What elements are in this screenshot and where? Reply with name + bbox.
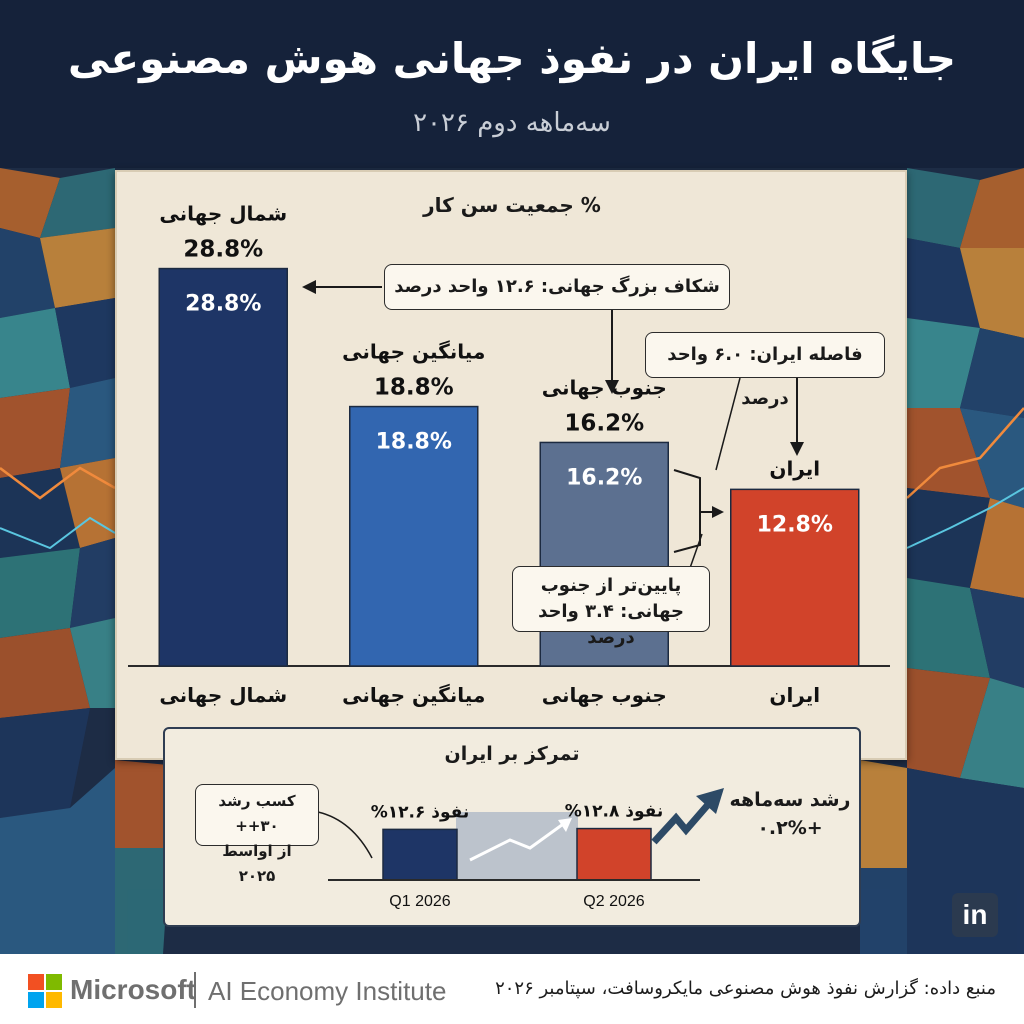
bar-top-name-global-south: جنوب جهانی — [542, 375, 667, 399]
bar-top-value-global-south: 16.2% — [564, 410, 644, 436]
iran-gap-arrowhead — [790, 442, 804, 456]
quarterly-growth-label: رشد سه‌ماهه — [729, 789, 851, 811]
south-gap-pointer — [689, 533, 703, 569]
header-banner — [0, 0, 1024, 168]
focus-value-label-2: نفوذ ۱۲.۸% — [565, 802, 664, 822]
x-tick-label-global-north: شمال جهانی — [159, 683, 287, 707]
bar-iran — [730, 488, 860, 667]
focus-x-label-2: Q2 2026 — [583, 893, 644, 910]
bar-top-name-global-average: میانگین جهانی — [342, 340, 485, 364]
bar-value-label-iran: 12.8% — [757, 512, 833, 537]
page-subtitle: سه‌ماهه دوم ۲۰۲۶ — [413, 108, 611, 138]
focus-trend-head — [558, 818, 572, 832]
growth-note-line2: از اواسط ۲۰۲۵ — [222, 842, 292, 885]
below-south-callout: پایین‌تر از جنوب جهانی: ۳.۴ واحد درصد — [512, 566, 710, 648]
microsoft-logo-icon — [28, 974, 62, 1008]
focus-trend-line — [469, 820, 567, 862]
chart-title: % جمعیت سن کار — [422, 193, 601, 217]
bar-global-north — [158, 267, 288, 667]
growth-arrow — [651, 797, 715, 845]
gap-arrowhead-right — [605, 380, 619, 394]
growth-note-callout: کسب رشد ۳۰++ از اواسط ۲۰۲۵ — [195, 784, 319, 885]
growth-arrowhead — [696, 788, 724, 814]
footer-divider — [194, 972, 196, 1008]
page-title: جایگاه ایران در نفوذ جهانی هوش مصنوعی — [67, 34, 957, 83]
linkedin-icon[interactable]: in — [952, 893, 998, 937]
bar-value-label-global-north: 28.8% — [185, 292, 261, 317]
x-tick-label-global-south: جنوب جهانی — [542, 683, 667, 707]
bar-top-name-global-north: شمال جهانی — [159, 202, 287, 226]
global-gap-callout: شکاف بزرگ جهانی: ۱۲.۶ واحد درصد — [384, 264, 730, 310]
institute-name: AI Economy Institute — [208, 976, 447, 1006]
iran-gap-pointer — [715, 377, 741, 471]
focus-title: تمرکز بر ایران — [445, 743, 580, 765]
x-tick-label-iran: ایران — [769, 683, 820, 707]
focus-bar-1 — [382, 828, 458, 881]
microsoft-wordmark: Microsoft — [70, 974, 196, 1005]
bars-layer: 28.8% 28.8% شمال جهانی شمال جهانی 18.8% 18.8%… — [158, 202, 860, 707]
footer-bar — [0, 954, 1024, 1024]
bar-top-name-iran: ایران — [769, 456, 820, 480]
south-gap-arrowhead — [712, 506, 724, 518]
data-source: منبع داده: گزارش نفوذ هوش مصنوعی مایکروس… — [495, 978, 996, 999]
bar-value-label-global-south: 16.2% — [566, 465, 642, 490]
growth-note-pointer — [317, 811, 373, 859]
bar-top-value-global-north: 28.8% — [183, 237, 263, 263]
focus-bar-2 — [576, 827, 652, 881]
bar-global-average — [349, 405, 479, 667]
focus-trend-band — [456, 812, 578, 880]
quarterly-growth-value: +۰.۲% — [757, 817, 823, 839]
x-tick-label-global-average: میانگین جهانی — [342, 683, 485, 707]
gap-arrowhead-left — [302, 280, 316, 294]
focus-x-label-1: Q1 2026 — [389, 893, 450, 910]
focus-bars-layer: نفوذ ۱۲.۶% Q1 2026 نفوذ ۱۲.۸% Q2 2026 — [371, 802, 664, 910]
growth-note-line1: کسب رشد ۳۰++ — [218, 792, 296, 835]
bar-top-value-global-average: 18.8% — [374, 375, 454, 401]
quarterly-growth: رشد سه‌ماهه +۰.۲% — [728, 786, 852, 842]
bar-value-label-global-average: 18.8% — [376, 430, 452, 455]
iran-gap-callout: فاصله ایران: ۶.۰ واحد درصد — [645, 332, 885, 409]
focus-value-label-1: نفوذ ۱۲.۶% — [371, 802, 470, 822]
